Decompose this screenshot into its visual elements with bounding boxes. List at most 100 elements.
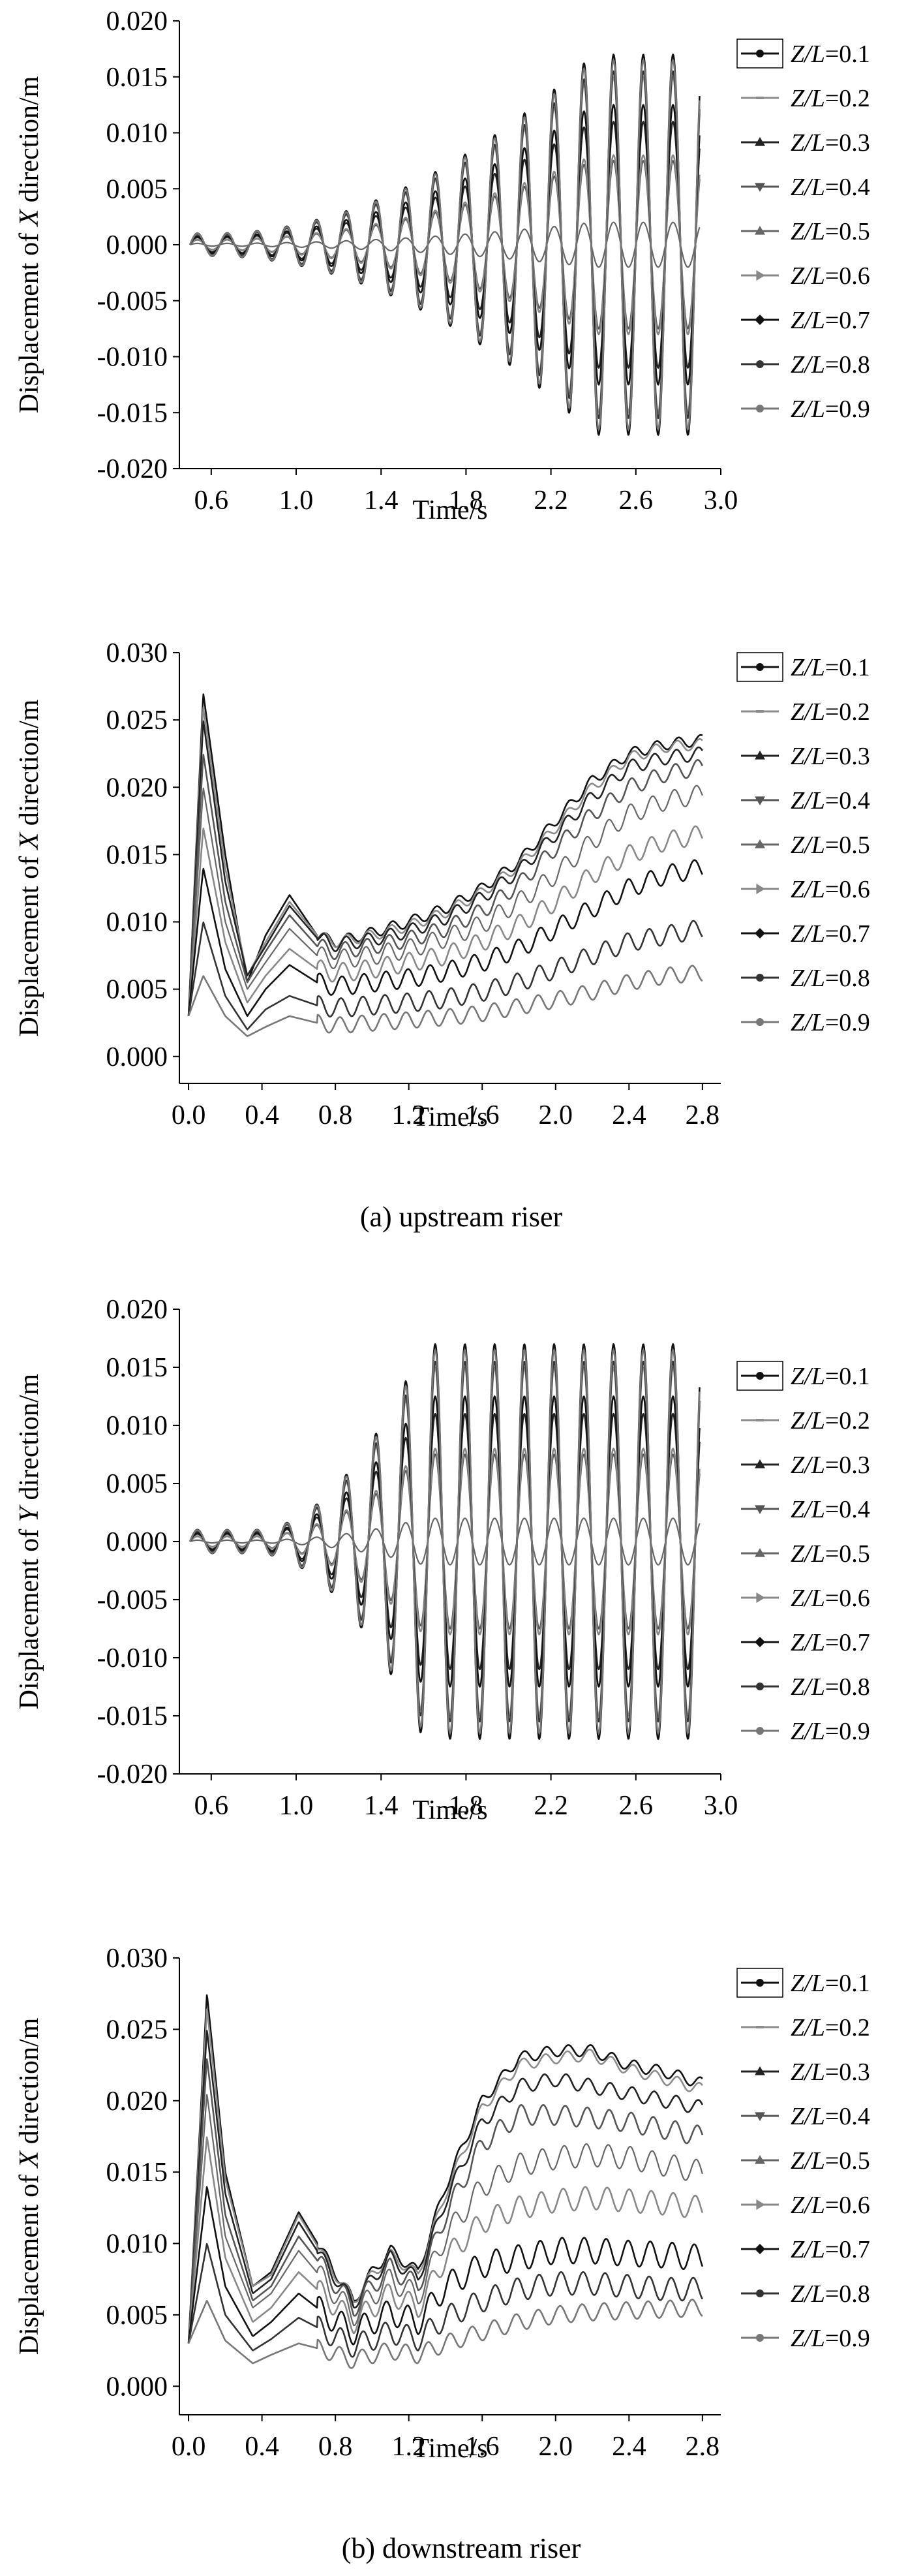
y-axis-label-prefix: Displacement of bbox=[14, 1522, 44, 1709]
y-tick-label: 0.005 bbox=[106, 174, 168, 204]
series-line bbox=[187, 707, 703, 1016]
series-line bbox=[187, 2058, 704, 2344]
legend-label: Z/L=0.2 bbox=[791, 698, 870, 726]
x-tick-label: 2.0 bbox=[539, 2432, 573, 2462]
legend-label: Z/L=0.9 bbox=[791, 1718, 870, 1745]
legend-label: Z/L=0.3 bbox=[791, 1451, 870, 1479]
series-line bbox=[187, 2136, 704, 2344]
chart-1: 0.020 0.015 0.010 0.005 0.000 -0.005 -0.010 -0.… bbox=[14, 7, 870, 525]
series-line bbox=[187, 825, 704, 1016]
legend-item: Z/L=0.7 bbox=[741, 920, 870, 948]
y-tick-label: -0.010 bbox=[97, 343, 168, 373]
x-tick-label: 2.2 bbox=[534, 1791, 568, 1821]
legend-label: Z/L=0.6 bbox=[791, 876, 870, 903]
series-line bbox=[187, 2299, 703, 2369]
legend-label: Z/L=0.5 bbox=[791, 831, 870, 859]
legend-label: Z/L=0.5 bbox=[791, 2147, 870, 2175]
x-tick-label: 2.4 bbox=[612, 2432, 646, 2462]
chart-3: 0.020 0.015 0.010 0.005 0.000 -0.005 -0.010 -0.… bbox=[14, 1295, 870, 1825]
series-line bbox=[189, 59, 701, 431]
axes: 0.020 0.015 0.010 0.005 0.000 -0.005 -0.010 -0.… bbox=[97, 1295, 738, 1821]
legend-label: Z/L=0.1 bbox=[791, 654, 870, 681]
legend-label: Z/L=0.6 bbox=[791, 262, 870, 290]
y-axis-label: Displacement of Y direction/m bbox=[14, 1373, 44, 1709]
series-line bbox=[187, 859, 704, 1017]
legend-label: Z/L=0.6 bbox=[791, 2192, 870, 2219]
legend-item: Z/L=0.6 bbox=[741, 262, 870, 290]
legend-item: Z/L=0.5 bbox=[741, 218, 870, 245]
y-tick-label: 0.020 bbox=[106, 773, 168, 803]
legend-label: Z/L=0.1 bbox=[791, 1970, 870, 1997]
legend: Z/L=0.1 Z/L=0.2 Z/L=0.3 Z/L=0.4 Z/L=0.5 Z/L=0… bbox=[736, 39, 870, 423]
x-tick-label: 2.8 bbox=[686, 1100, 720, 1130]
y-axis-label-prefix: Displacement of bbox=[14, 849, 44, 1036]
legend-label: Z/L=0.2 bbox=[791, 1407, 870, 1435]
y-tick-label: 0.030 bbox=[106, 638, 168, 668]
legend-label: Z/L=0.1 bbox=[791, 40, 870, 68]
x-tick-label: 1.6 bbox=[465, 2432, 500, 2462]
x-tick-label: 1.6 bbox=[465, 1100, 500, 1130]
x-tick-label: 2.6 bbox=[619, 486, 654, 516]
y-tick-label: 0.015 bbox=[106, 63, 168, 93]
legend-item: Z/L=0.6 bbox=[741, 2192, 870, 2219]
x-tick-label: 3.0 bbox=[704, 1791, 738, 1821]
legend-label: Z/L=0.4 bbox=[791, 2103, 870, 2130]
y-axis-label: Displacement of X direction/m bbox=[14, 76, 44, 413]
legend-label: Z/L=0.5 bbox=[791, 218, 870, 245]
series-line bbox=[187, 720, 703, 1016]
legend-item: Z/L=0.9 bbox=[741, 396, 870, 423]
x-tick-label: 1.4 bbox=[364, 1791, 399, 1821]
legend-item: Z/L=0.4 bbox=[741, 2103, 870, 2130]
legend-label: Z/L=0.2 bbox=[791, 85, 870, 112]
legend-item: Z/L=0.4 bbox=[741, 1496, 870, 1523]
x-tick-label: 0.6 bbox=[194, 1791, 229, 1821]
y-tick-label: 0.020 bbox=[106, 1295, 168, 1325]
legend-item: Z/L=0.6 bbox=[741, 1585, 870, 1612]
series-line bbox=[187, 2186, 704, 2346]
legend-item: Z/L=0.9 bbox=[741, 1718, 870, 1745]
legend-item: Z/L=0.6 bbox=[741, 876, 870, 903]
legend-item: Z/L=0.7 bbox=[741, 2236, 870, 2263]
series-line bbox=[189, 1349, 701, 1734]
legend-item: Z/L=0.2 bbox=[741, 85, 870, 112]
legend-item: Z/L=0.1 bbox=[741, 1363, 870, 1390]
y-tick-label: -0.020 bbox=[97, 1760, 168, 1790]
series-line bbox=[187, 2030, 704, 2344]
legend-item: Z/L=0.5 bbox=[741, 1540, 870, 1568]
legend-highlight-box bbox=[736, 39, 783, 69]
legend-item: Z/L=0.9 bbox=[741, 2325, 870, 2352]
y-axis-label-suffix: direction/m bbox=[14, 76, 44, 209]
y-tick-label: -0.015 bbox=[97, 398, 168, 428]
x-axis-label: Time/s bbox=[412, 2434, 487, 2464]
series-group bbox=[187, 693, 704, 1037]
series-group bbox=[187, 1994, 704, 2369]
series-line bbox=[187, 965, 703, 1037]
y-axis-label-suffix: direction/m bbox=[14, 1373, 44, 1506]
legend-item: Z/L=0.4 bbox=[741, 174, 870, 201]
y-tick-label: 0.005 bbox=[106, 975, 168, 1005]
y-axis-label-var: X bbox=[14, 2149, 44, 2169]
legend-highlight-box bbox=[736, 1361, 783, 1391]
series-line bbox=[189, 76, 701, 414]
legend-label: Z/L=0.8 bbox=[791, 2280, 870, 2308]
y-tick-label: 0.000 bbox=[106, 2372, 168, 2402]
x-axis-label: Time/s bbox=[412, 1102, 487, 1132]
y-tick-label: 0.005 bbox=[106, 2301, 168, 2331]
y-axis-label-suffix: direction/m bbox=[14, 2017, 44, 2150]
y-axis-label-prefix: Displacement of bbox=[14, 226, 44, 413]
series-line bbox=[189, 1517, 701, 1566]
y-axis-label-var: Y bbox=[14, 1504, 44, 1522]
x-tick-label: 0.8 bbox=[318, 1100, 353, 1130]
x-tick-label: 2.0 bbox=[539, 1100, 573, 1130]
legend-label: Z/L=0.9 bbox=[791, 2325, 870, 2352]
legend-item: Z/L=0.3 bbox=[741, 129, 870, 157]
legend: Z/L=0.1 Z/L=0.2 Z/L=0.3 Z/L=0.4 Z/L=0.5 Z/L=0… bbox=[736, 1968, 870, 2352]
series-line bbox=[188, 784, 703, 1016]
y-axis-label-suffix: direction/m bbox=[14, 699, 44, 832]
figure-caption: (a) upstream riser bbox=[360, 1201, 563, 1233]
legend-label: Z/L=0.9 bbox=[791, 396, 870, 423]
y-tick-label: 0.030 bbox=[106, 1944, 168, 1974]
